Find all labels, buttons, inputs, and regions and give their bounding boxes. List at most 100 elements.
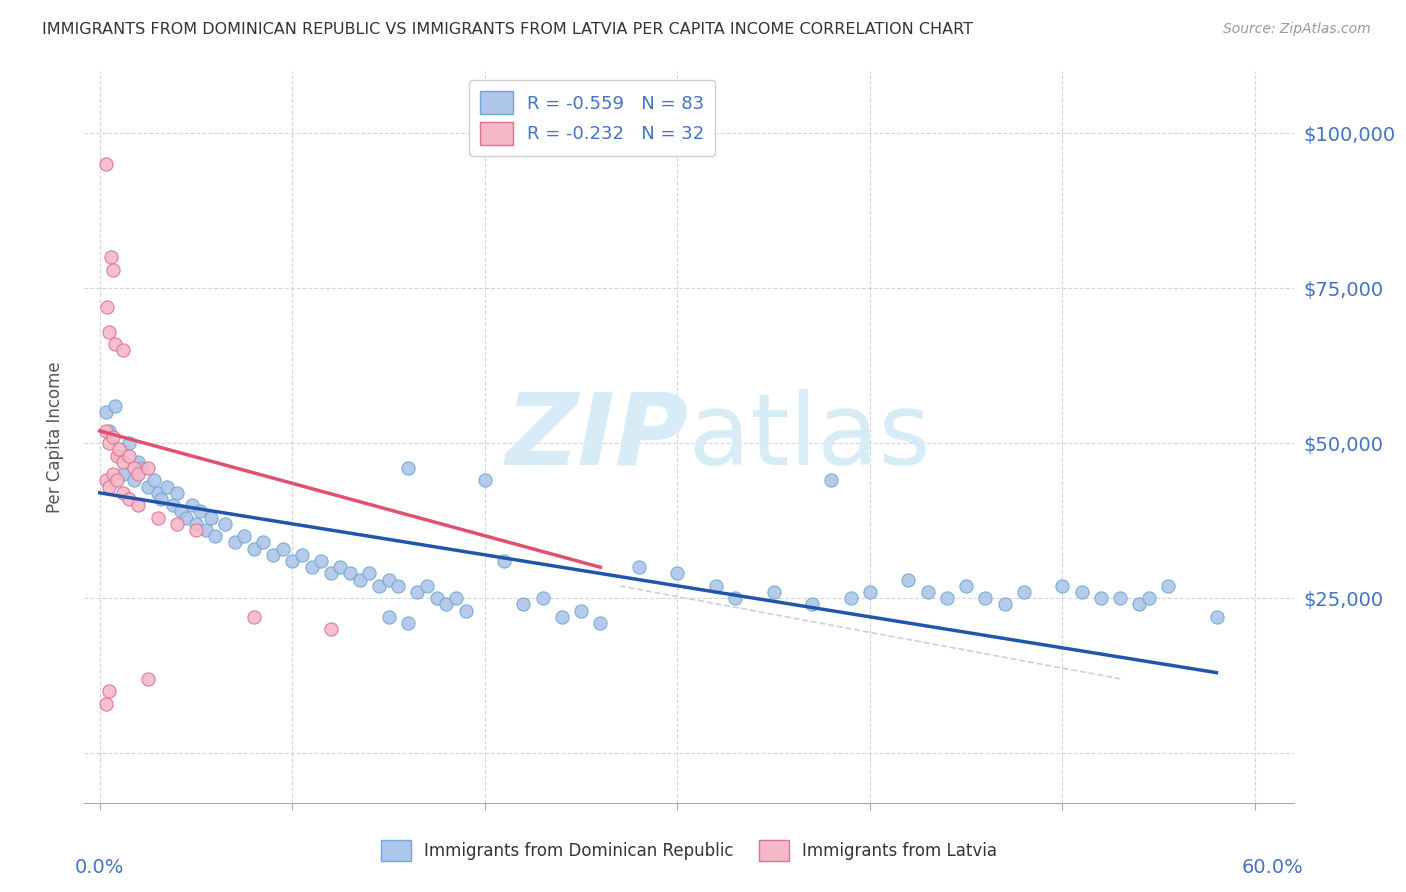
Point [103,430,125,444]
Text: ZIP: ZIP [506,389,689,485]
Point [111,486,134,500]
Point [184,516,207,531]
Point [94,474,117,488]
Point [127,467,149,482]
Point [291,548,314,562]
Point [396,615,419,630]
Point [1205,610,1227,624]
Point [224,535,246,549]
Point [142,474,165,488]
Point [124,461,146,475]
Point [666,566,689,581]
Point [100,250,122,264]
Point [194,523,217,537]
Point [955,579,977,593]
Point [569,604,592,618]
Point [859,585,882,599]
Point [94,424,117,438]
Point [94,405,117,419]
Point [704,579,727,593]
Text: atlas: atlas [689,389,931,485]
Point [117,491,139,506]
Point [111,343,134,358]
Legend: Immigrants from Dominican Republic, Immigrants from Latvia: Immigrants from Dominican Republic, Immi… [374,833,1004,868]
Point [252,535,274,549]
Point [214,516,236,531]
Point [377,610,399,624]
Point [368,579,391,593]
Point [1070,585,1092,599]
Point [426,591,449,606]
Point [98,684,121,698]
Text: Source: ZipAtlas.com: Source: ZipAtlas.com [1223,22,1371,37]
Point [396,461,419,475]
Point [1090,591,1112,606]
Point [94,157,117,171]
Point [108,449,131,463]
Point [169,504,191,518]
Point [1109,591,1132,606]
Point [301,560,323,574]
Point [105,474,128,488]
Point [897,573,920,587]
Point [839,591,862,606]
Point [434,598,457,612]
Point [589,615,612,630]
Point [1052,579,1074,593]
Point [262,548,284,562]
Point [233,529,256,543]
Point [127,455,149,469]
Point [1157,579,1180,593]
Point [281,554,304,568]
Point [166,516,188,531]
Point [98,424,121,438]
Point [111,455,134,469]
Point [531,591,554,606]
Point [801,598,824,612]
Point [166,486,188,500]
Text: 0.0%: 0.0% [75,858,124,877]
Point [1137,591,1160,606]
Point [104,399,127,413]
Point [820,474,842,488]
Point [176,510,198,524]
Point [111,467,134,482]
Point [188,504,211,518]
Point [98,325,121,339]
Point [108,442,131,457]
Point [184,523,207,537]
Point [146,510,169,524]
Point [387,579,409,593]
Point [117,436,139,450]
Y-axis label: Per Capita Income: Per Capita Income [45,361,63,513]
Point [136,461,159,475]
Point [406,585,429,599]
Text: IMMIGRANTS FROM DOMINICAN REPUBLIC VS IMMIGRANTS FROM LATVIA PER CAPITA INCOME C: IMMIGRANTS FROM DOMINICAN REPUBLIC VS IM… [42,22,973,37]
Point [329,560,352,574]
Point [1128,598,1150,612]
Point [131,461,153,475]
Point [181,498,204,512]
Point [974,591,997,606]
Point [136,672,159,686]
Point [204,529,226,543]
Point [359,566,381,581]
Point [117,449,139,463]
Point [349,573,371,587]
Point [309,554,332,568]
Point [762,585,785,599]
Point [416,579,439,593]
Point [94,697,117,711]
Point [936,591,959,606]
Point [96,300,118,314]
Point [271,541,294,556]
Point [124,474,146,488]
Point [146,486,169,500]
Point [551,610,574,624]
Point [494,554,516,568]
Point [104,337,127,351]
Point [105,449,128,463]
Point [917,585,939,599]
Point [243,541,266,556]
Point [444,591,467,606]
